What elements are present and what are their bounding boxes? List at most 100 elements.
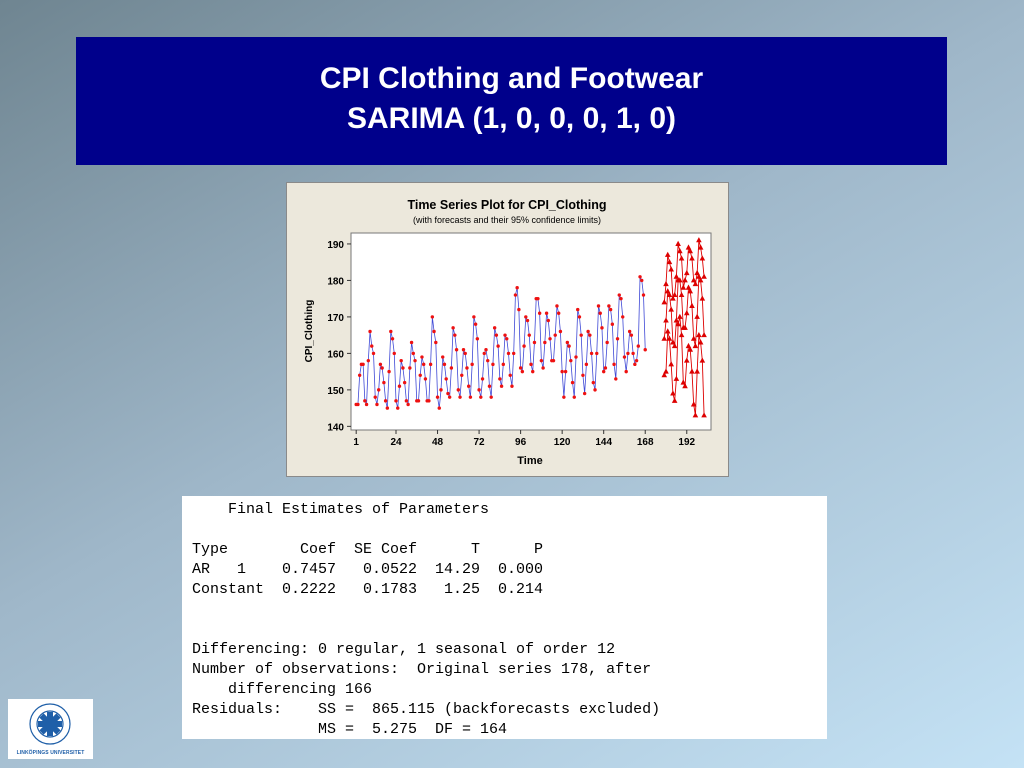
limit-point [666,335,673,341]
limit-point [664,251,671,257]
observed-point [576,307,580,312]
limit-point [690,277,697,283]
observed-point [522,344,526,348]
output-line: Final Estimates of Parameters [192,501,490,518]
observed-point [579,333,583,337]
observed-point [527,333,531,337]
observed-point [434,340,438,345]
observed-point [470,362,474,367]
output-line: AR 1 0.7457 0.0522 14.29 0.000 [192,561,544,578]
observed-point [595,351,599,356]
forecast-point [661,335,668,341]
limit-point [673,375,680,381]
observed-point [492,326,497,330]
observed-point [491,362,495,367]
observed-point [641,293,646,297]
y-axis: 140 150 160 170 180 190 [327,240,351,433]
forecast-point [699,295,706,301]
observed-point [593,388,597,392]
forecast-point [690,335,697,341]
limit-point [699,357,706,363]
observed-point [558,329,563,334]
forecast-point [683,310,690,316]
limit-point [670,390,676,396]
plot-area [350,232,712,431]
forecast-point [696,273,702,279]
observed-point [418,373,422,377]
observed-point [361,362,365,367]
observed-point [387,369,391,374]
observed-point [484,348,488,352]
observed-point [539,358,544,363]
observed-point [482,351,486,356]
observed-point [356,402,360,407]
observed-point [364,402,369,407]
y-tick-label: 180 [327,276,344,287]
observed-point [370,344,374,348]
forecast-point [678,291,685,298]
limit-point [678,331,685,338]
university-name: LINKÖPINGS UNIVERSITET [16,750,85,756]
observed-point [518,366,523,370]
observed-point [525,318,530,323]
observed-point [562,395,566,399]
x-tick-label: 144 [595,437,612,448]
observed-point [487,384,492,388]
chart-title: Time Series Plot for CPI_Clothing [407,198,606,212]
observed-point [371,351,376,356]
observed-point [498,377,502,381]
observed-point [496,344,500,348]
observed-point [466,384,471,388]
observed-point [363,399,367,403]
observed-point [468,395,473,399]
observed-point [591,380,596,385]
limit-point [673,273,680,279]
observed-point [499,384,504,388]
observed-point [489,395,493,399]
observed-point [454,348,459,352]
limit-point [687,346,694,352]
observed-point [378,362,383,367]
chart-subtitle: (with forecasts and their 95% confidence… [413,215,601,225]
observed-point [383,399,388,403]
series-layer [354,237,707,418]
university-logo: LINKÖPINGS UNIVERSITET [8,699,93,759]
slide-title: CPI Clothing and Footwear SARIMA (1, 0, … [76,37,947,165]
observed-point [357,373,362,377]
observed-point [605,340,609,345]
observed-point [404,399,409,403]
observed-point [392,351,396,356]
y-tick-label: 170 [327,313,344,324]
x-tick-label: 1 [353,437,359,448]
forecast-point [671,342,678,349]
observed-point [475,337,480,341]
observed-point [563,369,568,374]
output-line [192,620,817,640]
observed-point [439,388,443,392]
observed-point [574,355,578,359]
observed-point [503,333,507,337]
observed-point [420,355,424,359]
y-tick-label: 190 [327,240,344,251]
limit-point [663,280,669,287]
x-tick-label: 168 [637,437,654,448]
observed-point [546,318,551,323]
y-tick-label: 150 [327,386,344,397]
slide-title-line-1: CPI Clothing and Footwear [319,62,704,95]
forecast-point [666,291,673,298]
observed-point [510,384,514,388]
observed-point [451,326,455,330]
limit-point [699,255,706,261]
observed-point [567,344,571,348]
observed-point [486,358,490,363]
observed-point [401,366,405,370]
forecast-point [694,313,700,319]
observed-point [622,355,627,359]
limit-point [689,255,695,261]
x-tick-label: 192 [678,437,695,448]
observed-point [390,337,395,341]
observed-point [396,406,400,410]
limit-point [671,291,678,298]
limit-point [666,258,673,265]
observed-point [430,315,435,319]
